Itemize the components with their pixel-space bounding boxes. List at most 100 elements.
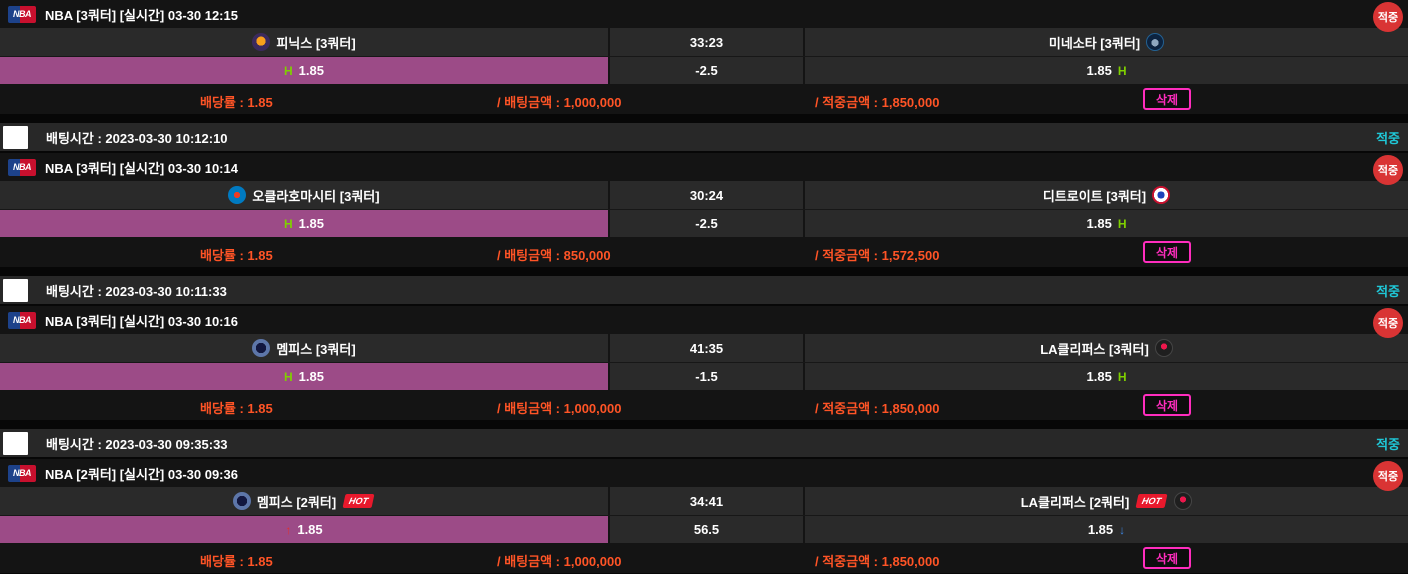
bet-card: NBA NBA [3쿼터] [실시간] 03-30 10:16 적중 멤피스 […	[0, 306, 1408, 420]
home-team-cell: 오클라호마시티 [3쿼터]	[0, 181, 608, 209]
section-divider	[0, 114, 1408, 123]
odds-ratio-label: 배당률 : 1.85	[200, 554, 273, 569]
line-cell: 56.5	[608, 516, 805, 543]
score-cell: 30:24	[608, 181, 805, 209]
odds-down-arrow-icon: ↓	[1119, 522, 1126, 537]
hit-status-text: 적중	[1376, 436, 1400, 452]
odds-row: ↑ 1.85 56.5 1.85 ↓	[0, 515, 1408, 543]
away-odds-cell: 1.85 H	[805, 210, 1408, 237]
away-team-cell: 디트로이트 [3쿼터]	[805, 181, 1408, 209]
hit-status-badge: 적중	[1373, 2, 1403, 32]
odds-row: H 1.85 -2.5 1.85 H	[0, 209, 1408, 237]
select-checkbox[interactable]	[3, 278, 28, 302]
away-odds-value: 1.85	[1087, 522, 1114, 537]
handicap-marker: H	[1117, 63, 1127, 78]
bet-time-label: 배팅시간 : 2023-03-30 10:11:33	[46, 283, 227, 299]
away-team-name: 미네소타 [3쿼터]	[1048, 35, 1141, 51]
bet-card-header: NBA NBA [3쿼터] [실시간] 03-30 10:14 적중	[0, 153, 1408, 185]
away-team-cell: LA클리퍼스 [3쿼터]	[805, 334, 1408, 362]
bet-amount-label: / 배팅금액 : 1,000,000	[497, 401, 622, 416]
delete-button[interactable]: 삭제	[1143, 88, 1191, 110]
home-team-cell: 멤피스 [3쿼터]	[0, 334, 608, 362]
section-divider	[0, 457, 1408, 459]
bet-card: NBA NBA [3쿼터] [실시간] 03-30 10:14 적중 오클라호마…	[0, 153, 1408, 267]
detroit-pistons-logo-icon	[1152, 186, 1171, 204]
away-team-cell: 미네소타 [3쿼터]	[805, 28, 1408, 56]
home-team-name: 피닉스 [3쿼터]	[276, 35, 356, 51]
match-title: NBA [3쿼터] [실시간] 03-30 10:16	[45, 313, 238, 329]
hit-status-text: 적중	[1376, 283, 1400, 299]
match-title: NBA [2쿼터] [실시간] 03-30 09:36	[45, 466, 238, 482]
odds-up-arrow-icon: ↑	[285, 522, 292, 537]
score-cell: 34:41	[608, 487, 805, 515]
delete-button[interactable]: 삭제	[1143, 241, 1191, 263]
bet-amount-label: / 배팅금액 : 1,000,000	[497, 554, 622, 569]
win-amount-label: / 적중금액 : 1,572,500	[815, 248, 940, 263]
section-divider	[0, 420, 1408, 429]
section-divider	[0, 151, 1408, 153]
total-line: 56.5	[693, 522, 720, 537]
win-amount-label: / 적중금액 : 1,850,000	[815, 95, 940, 110]
line-cell: -2.5	[608, 57, 805, 84]
match-title: NBA [3쿼터] [실시간] 03-30 10:14	[45, 160, 238, 176]
handicap-line: -2.5	[695, 216, 718, 231]
odds-row: H 1.85 -2.5 1.85 H	[0, 56, 1408, 84]
nba-league-icon: NBA	[8, 5, 36, 23]
away-team-name: LA클리퍼스 [3쿼터]	[1040, 341, 1149, 357]
away-odds-cell: 1.85 H	[805, 363, 1408, 390]
nba-league-icon: NBA	[8, 464, 36, 482]
odds-ratio-label: 배당률 : 1.85	[200, 401, 273, 416]
away-team-name: LA클리퍼스 [2쿼터]	[1020, 494, 1130, 510]
bet-time-label: 배팅시간 : 2023-03-30 09:35:33	[46, 436, 228, 452]
bet-time-row: 배팅시간 : 2023-03-30 10:11:33 적중	[0, 276, 1408, 304]
home-odds-value: 1.85	[297, 522, 323, 537]
live-score: 30:24	[689, 187, 724, 203]
handicap-marker: H	[1117, 216, 1127, 231]
home-team-name: 오클라호마시티 [3쿼터]	[252, 188, 380, 204]
bet-time-row: 배팅시간 : 2023-03-30 10:12:10 적중	[0, 123, 1408, 151]
odds-row: H 1.85 -1.5 1.85 H	[0, 362, 1408, 390]
odds-ratio-label: 배당률 : 1.85	[200, 248, 273, 263]
hot-badge: HOT	[342, 494, 375, 508]
hit-status-badge: 적중	[1373, 308, 1403, 338]
win-amount-label: / 적중금액 : 1,850,000	[815, 554, 940, 569]
away-team-cell: LA클리퍼스 [2쿼터] HOT	[805, 487, 1408, 515]
bet-card-header: NBA NBA [3쿼터] [실시간] 03-30 10:16 적중	[0, 306, 1408, 338]
memphis-grizzlies-logo-icon	[232, 492, 251, 510]
nba-league-icon: NBA	[8, 158, 36, 176]
phoenix-suns-logo-icon	[252, 33, 271, 51]
minnesota-timberwolves-logo-icon	[1146, 33, 1165, 51]
la-clippers-logo-icon	[1174, 492, 1193, 510]
bet-summary-row: 배당률 : 1.85 / 배팅금액 : 850,000 / 적중금액 : 1,5…	[0, 237, 1408, 267]
odds-ratio-label: 배당률 : 1.85	[200, 95, 273, 110]
live-score: 34:41	[689, 493, 724, 509]
away-odds-value: 1.85	[1086, 216, 1112, 231]
handicap-line: -2.5	[695, 63, 718, 78]
delete-button[interactable]: 삭제	[1143, 547, 1191, 569]
hit-status-badge: 적중	[1373, 461, 1403, 491]
away-odds-cell: 1.85 H	[805, 57, 1408, 84]
live-score: 33:23	[689, 34, 724, 50]
oklahoma-city-thunder-logo-icon	[228, 186, 247, 204]
home-odds-value: 1.85	[298, 63, 324, 78]
teams-row: 피닉스 [3쿼터] 33:23 미네소타 [3쿼터]	[0, 28, 1408, 56]
bet-time-row: 배팅시간 : 2023-03-30 09:35:33 적중	[0, 429, 1408, 457]
bet-summary-row: 배당률 : 1.85 / 배팅금액 : 1,000,000 / 적중금액 : 1…	[0, 84, 1408, 114]
bet-time-label: 배팅시간 : 2023-03-30 10:12:10	[46, 130, 228, 146]
select-checkbox[interactable]	[3, 431, 28, 455]
home-team-name: 멤피스 [3쿼터]	[276, 341, 356, 357]
bet-card-header: NBA NBA [2쿼터] [실시간] 03-30 09:36 적중	[0, 459, 1408, 491]
delete-button[interactable]: 삭제	[1143, 394, 1191, 416]
bet-card: NBA NBA [3쿼터] [실시간] 03-30 12:15 적중 피닉스 […	[0, 0, 1408, 114]
handicap-marker: H	[1117, 369, 1127, 384]
home-odds-selected: ↑ 1.85	[0, 516, 608, 543]
score-cell: 33:23	[608, 28, 805, 56]
select-checkbox[interactable]	[3, 125, 28, 149]
home-team-name: 멤피스 [2쿼터]	[256, 494, 337, 510]
bet-amount-label: / 배팅금액 : 850,000	[497, 248, 611, 263]
away-odds-cell: 1.85 ↓	[805, 516, 1408, 543]
memphis-grizzlies-logo-icon	[252, 339, 271, 357]
line-cell: -1.5	[608, 363, 805, 390]
score-cell: 41:35	[608, 334, 805, 362]
hot-badge: HOT	[1135, 494, 1168, 508]
